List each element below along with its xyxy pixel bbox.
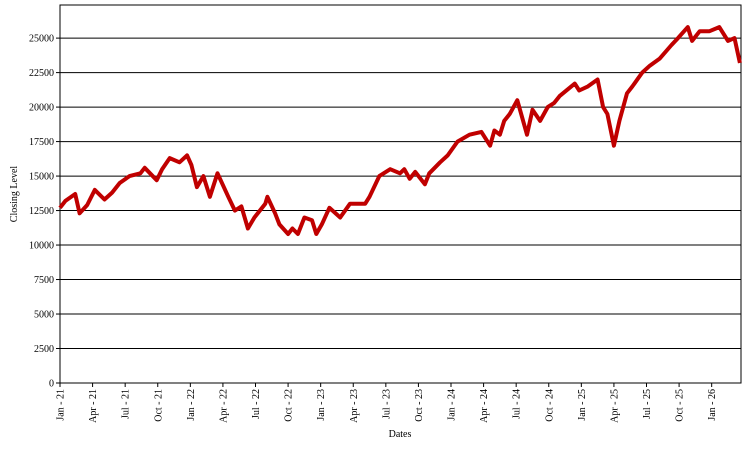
y-tick-label: 17500 — [29, 137, 54, 148]
x-tick-label: Oct - 24 — [544, 389, 555, 422]
x-tick-label: Jan - 26 — [707, 389, 718, 421]
x-axis-label: Dates — [389, 429, 412, 440]
y-tick-label: 0 — [49, 379, 54, 390]
y-axis-label: Closing Level — [9, 166, 20, 223]
x-tick-label: Jul - 24 — [512, 389, 523, 419]
x-tick-label: Apr - 21 — [88, 389, 99, 423]
y-tick-label: 12500 — [29, 206, 54, 217]
y-tick-label: 7500 — [34, 275, 54, 286]
x-tick-label: Oct - 23 — [414, 389, 425, 422]
x-tick-label: Jan - 22 — [186, 389, 197, 421]
x-tick-label: Jan - 21 — [56, 389, 67, 421]
x-tick-label: Jul - 25 — [642, 389, 653, 419]
x-tick-label: Oct - 22 — [284, 389, 295, 422]
y-tick-label: 25000 — [29, 34, 54, 45]
y-tick-label: 22500 — [29, 68, 54, 79]
series-line — [58, 25, 742, 236]
x-tick-label: Jul - 22 — [251, 389, 262, 419]
y-tick-label: 10000 — [29, 241, 54, 252]
x-tick-label: Jan - 23 — [316, 389, 327, 421]
x-tick-label: Apr - 24 — [479, 389, 490, 423]
x-tick-label: Apr - 23 — [349, 389, 360, 423]
y-tick-label: 5000 — [34, 310, 54, 321]
x-tick-label: Jan - 25 — [577, 389, 588, 421]
x-tick-label: Oct - 25 — [675, 389, 686, 422]
x-tick-label: Jan - 24 — [447, 389, 458, 421]
x-tick-label: Apr - 25 — [609, 389, 620, 423]
x-tick-label: Jul - 23 — [381, 389, 392, 419]
y-tick-label: 15000 — [29, 172, 54, 183]
y-tick-label: 2500 — [34, 344, 54, 355]
y-tick-label: 20000 — [29, 103, 54, 114]
plot-frame — [59, 4, 742, 384]
x-tick-label: Apr - 22 — [218, 389, 229, 423]
x-tick-label: Jul - 21 — [121, 389, 132, 419]
x-tick-label: Oct - 21 — [153, 389, 164, 422]
